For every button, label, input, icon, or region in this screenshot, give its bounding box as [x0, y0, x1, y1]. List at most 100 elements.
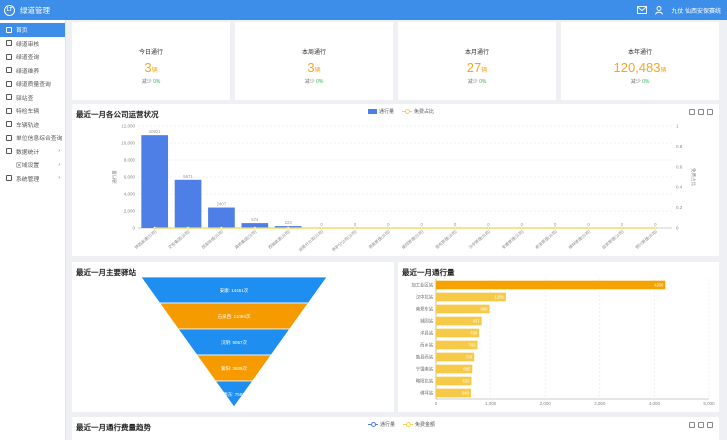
bar[interactable] — [436, 316, 482, 326]
sidebar-item[interactable]: 区域设置 › — [0, 158, 65, 172]
y-tick-label: 略阳北站 — [416, 378, 434, 385]
line-point[interactable] — [653, 226, 657, 230]
sidebar-item[interactable]: 绿道维养 — [0, 64, 65, 78]
sidebar-item-label: 绿道维养 — [16, 68, 40, 75]
y-tick-label: 汉中北站 — [416, 294, 434, 301]
mail-icon[interactable] — [637, 6, 648, 14]
line-point[interactable] — [153, 226, 157, 230]
sidebar-item[interactable]: 首页 — [0, 23, 65, 37]
line-point[interactable] — [453, 226, 457, 230]
line-point[interactable] — [220, 226, 223, 230]
data-label: 700 — [465, 355, 473, 360]
restore-icon[interactable] — [689, 109, 695, 115]
line-point[interactable] — [186, 226, 190, 230]
stat-value: 3辆 — [307, 60, 321, 75]
sidebar-item[interactable]: 车辆轨迹 — [0, 118, 65, 132]
line-point[interactable] — [553, 226, 557, 230]
stat-compare: 减少 0% — [304, 79, 324, 85]
funnel-segment[interactable] — [214, 380, 254, 408]
sidebar-item[interactable]: 绿道查询 — [0, 50, 65, 64]
chart-legend: 通行量 免费占比 — [368, 108, 434, 115]
line-point[interactable] — [320, 226, 323, 230]
panel-title: 最近一月通行费量趋势 — [76, 423, 151, 432]
traffic-ranking-panel: 最近一月通行量 0 1,000 2,000 3,000 4,000 5,000 4200 加工… — [398, 262, 719, 412]
grid-icon — [6, 134, 12, 141]
data-label: 0 — [587, 222, 590, 227]
bar[interactable] — [436, 388, 471, 398]
sidebar-item[interactable]: 特检车辆 — [0, 104, 65, 118]
bar[interactable] — [174, 179, 202, 228]
line-point[interactable] — [353, 226, 357, 230]
x-tick-label: 商洛管理(公司) — [534, 228, 559, 250]
stat-value: 27辆 — [466, 60, 488, 75]
data-label: 10921 — [149, 129, 162, 134]
bar[interactable] — [208, 207, 235, 228]
y-tick-label: 12,000 — [121, 124, 135, 129]
bar[interactable] — [141, 135, 169, 228]
line-point[interactable] — [487, 226, 490, 230]
data-label: 0 — [420, 222, 423, 227]
download-icon[interactable] — [707, 109, 713, 115]
sidebar-item-label: 首页 — [16, 28, 28, 35]
y2-tick-label: 0.8 — [676, 144, 683, 149]
line-point[interactable] — [520, 226, 524, 230]
chevron-icon: › — [58, 161, 60, 168]
data-label: 837 — [473, 319, 481, 324]
chart-legend: 通行量 免费金额 — [368, 421, 435, 428]
funnel-label: 安康东: 7580次 — [219, 391, 250, 398]
funnel-label: 紫阳: 3609次 — [221, 365, 248, 372]
sidebar-item[interactable]: 单位信息综合查询 — [0, 131, 65, 145]
bar[interactable] — [241, 223, 269, 228]
x-tick-label: 汉中管理(公司) — [467, 228, 492, 250]
data-label: 5671 — [183, 174, 193, 179]
sidebar-item[interactable]: 绿道审核 — [0, 37, 65, 51]
bar[interactable] — [436, 340, 478, 350]
bar[interactable] — [436, 280, 666, 290]
bar[interactable] — [436, 364, 473, 374]
sidebar-item[interactable]: 系统管理 › — [0, 172, 65, 186]
legend-item-free-amount[interactable]: 免费金额 — [403, 421, 435, 428]
bar[interactable] — [436, 304, 490, 314]
bar[interactable] — [436, 352, 475, 362]
data-view-icon[interactable] — [698, 109, 704, 115]
stat-compare: 减少 0% — [467, 79, 487, 85]
sidebar-item-label: 绿道质量查询 — [16, 82, 51, 89]
line-point[interactable] — [420, 226, 424, 230]
bar[interactable] — [436, 328, 480, 338]
stat-label: 今日通行 — [138, 50, 163, 56]
legend-item-traffic[interactable]: 通行量 — [368, 421, 395, 428]
y-tick-label: 佛坪站 — [420, 390, 434, 397]
legend-item-free-ratio[interactable]: 免费占比 — [402, 108, 434, 115]
restore-icon[interactable] — [689, 422, 695, 428]
folder-icon — [6, 148, 12, 155]
download-icon[interactable] — [707, 422, 713, 428]
line-point[interactable] — [286, 226, 290, 230]
sidebar-item[interactable]: 绿道质量查询 — [0, 77, 65, 91]
x-tick-label: 宝鸡管理(公司) — [433, 228, 458, 250]
user-icon[interactable] — [655, 5, 664, 15]
data-view-icon[interactable] — [698, 422, 704, 428]
sidebar-item[interactable]: 驿站查 — [0, 91, 65, 105]
stat-label: 本月通行 — [464, 50, 489, 56]
top-bar: LT 绿道管理 九仗 仙西安保赛统 — [0, 0, 727, 20]
x-tick-label: 5,000 — [703, 401, 715, 406]
data-label: 0 — [354, 222, 357, 227]
user-name[interactable]: 九仗 仙西安保赛统 — [671, 8, 721, 15]
line-point[interactable] — [253, 226, 257, 230]
bar[interactable] — [436, 292, 506, 302]
x-tick-label: 运营分公司(公司) — [297, 228, 325, 253]
data-label: 980 — [481, 307, 489, 312]
y-tick-label: 4,000 — [124, 192, 136, 197]
x-tick-label: 养护分公司(公司) — [330, 228, 358, 253]
legend-item-traffic[interactable]: 通行量 — [368, 108, 394, 115]
chevron-icon: › — [58, 148, 60, 155]
sidebar-item-label: 特检车辆 — [16, 109, 40, 116]
line-point[interactable] — [620, 226, 624, 230]
y-axis-label: 通行量 — [111, 170, 118, 184]
x-tick-label: 延安管理(公司) — [600, 228, 625, 250]
chart-toolbox — [689, 422, 713, 428]
line-point[interactable] — [386, 226, 390, 230]
sidebar-item[interactable]: 数据统计 › — [0, 145, 65, 159]
bar[interactable] — [436, 376, 472, 386]
line-point[interactable] — [587, 226, 590, 230]
